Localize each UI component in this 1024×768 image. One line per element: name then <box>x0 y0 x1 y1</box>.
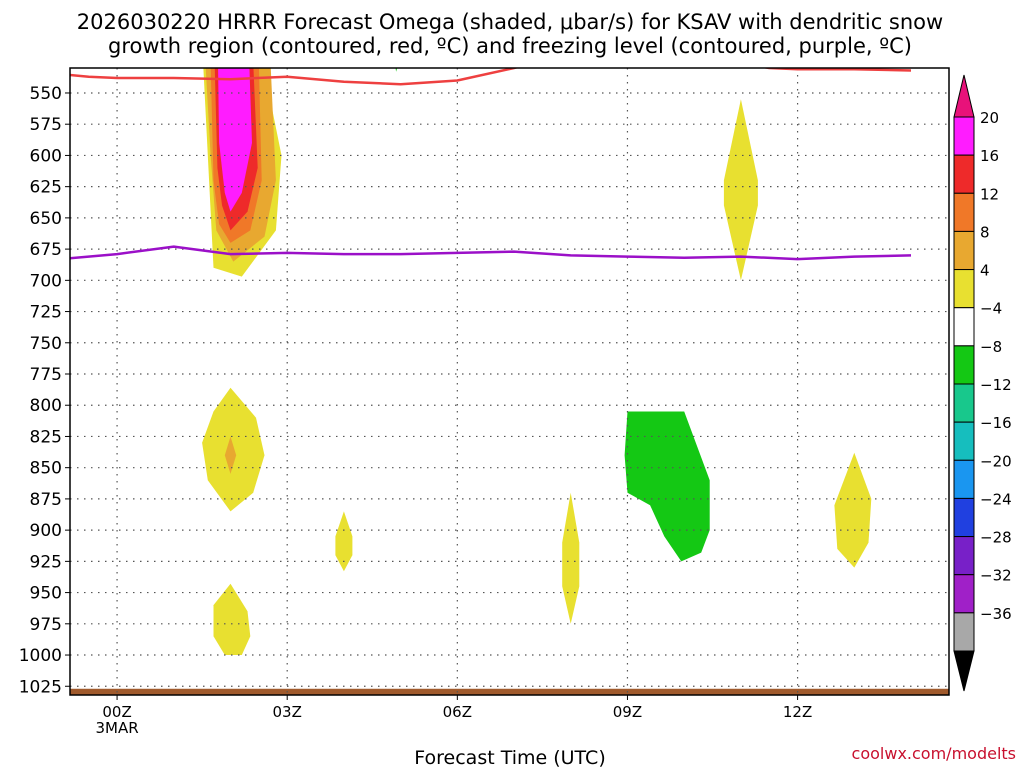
ground-surface <box>70 688 949 695</box>
colorbar-label-10: −24 <box>980 490 1012 508</box>
plot-background <box>70 68 949 695</box>
dendritic-growth-contour <box>70 68 912 86</box>
colorbar-label-12: −32 <box>980 567 1012 585</box>
colorbar-bottom-arrow <box>953 650 975 692</box>
colorbar-segment-12 <box>953 574 975 614</box>
y-tick-label-825: 825 <box>30 427 62 447</box>
colorbar: 20 16 12 8 4 −4 −8 −12 −16 −20 −24 −28 −32 −36 <box>953 74 1012 692</box>
colorbar-label-3: 8 <box>980 223 990 241</box>
chart-title-line2: growth region (contoured, red, ºC) and f… <box>108 34 912 58</box>
omega-region-8 <box>335 511 353 572</box>
chart-title-line1: 2026030220 HRRR Forecast Omega (shaded, … <box>77 10 943 34</box>
colorbar-segment-7 <box>953 383 975 423</box>
colorbar-label-13: −36 <box>980 605 1012 623</box>
y-tick-label-675: 675 <box>30 240 62 260</box>
omega-region-13 <box>395 68 398 72</box>
omega-region-10 <box>834 452 872 568</box>
omega-region-4 <box>218 68 252 212</box>
credit-text: coolwx.com/modelts <box>852 744 1016 763</box>
colorbar-label-8: −16 <box>980 414 1012 432</box>
colorbar-label-7: −12 <box>980 376 1012 394</box>
colorbar-top-arrow <box>953 74 975 118</box>
y-tick-label-1025: 1025 <box>19 677 62 697</box>
x-tick-label-0-0: 00Z <box>102 703 131 721</box>
omega-region-11 <box>213 583 251 655</box>
plot-frame <box>69 67 950 696</box>
x-tick-label-3-0: 03Z <box>273 703 302 721</box>
colorbar-segment-4 <box>953 269 975 309</box>
y-tick-label-900: 900 <box>30 521 62 541</box>
colorbar-label-2: 12 <box>980 185 999 203</box>
x-axis-label: Forecast Time (UTC) <box>414 747 605 768</box>
y-tick-label-975: 975 <box>30 615 62 635</box>
colorbar-segment-5 <box>953 307 975 347</box>
plot-area <box>69 67 950 696</box>
colorbar-segment-10 <box>953 497 975 538</box>
colorbar-label-11: −28 <box>980 529 1012 547</box>
y-tick-label-725: 725 <box>30 303 62 323</box>
colorbar-segment-11 <box>953 536 975 576</box>
omega-region-12 <box>624 411 710 562</box>
colorbar-label-9: −20 <box>980 452 1012 470</box>
colorbar-segment-3 <box>953 230 975 271</box>
colorbar-label-5: −4 <box>980 300 1002 318</box>
y-tick-label-550: 550 <box>30 84 62 104</box>
colorbar-segment-1 <box>953 154 975 194</box>
y-tick-label-575: 575 <box>30 115 62 135</box>
omega-region-9 <box>562 492 580 624</box>
y-tick-label-775: 775 <box>30 365 62 385</box>
y-tick-label-800: 800 <box>30 396 62 416</box>
colorbar-segment-8 <box>953 421 975 461</box>
colorbar-segment-2 <box>953 192 975 232</box>
y-tick-label-875: 875 <box>30 490 62 510</box>
colorbar-segment-13 <box>953 612 975 652</box>
y-tick-label-850: 850 <box>30 459 62 479</box>
freezing-level-contour <box>70 245 912 261</box>
colorbar-segment-9 <box>953 459 975 499</box>
x-tick-label-12-0: 12Z <box>783 703 812 721</box>
y-tick-label-650: 650 <box>30 209 62 229</box>
y-tick-label-950: 950 <box>30 584 62 604</box>
colorbar-segment-0 <box>953 116 975 156</box>
colorbar-label-4: 4 <box>980 262 990 280</box>
colorbar-label-1: 16 <box>980 147 999 165</box>
colorbar-label-6: −8 <box>980 338 1002 356</box>
x-tick-label-6-0: 06Z <box>443 703 472 721</box>
y-tick-label-625: 625 <box>30 178 62 198</box>
y-tick-label-750: 750 <box>30 334 62 354</box>
x-tick-label-0-1: 3MAR <box>95 719 138 737</box>
colorbar-label-0: 20 <box>980 109 999 127</box>
omega-region-7 <box>224 436 237 474</box>
y-tick-label-700: 700 <box>30 271 62 291</box>
y-tick-label-925: 925 <box>30 552 62 572</box>
colorbar-segment-6 <box>953 345 975 385</box>
x-tick-label-9-0: 09Z <box>613 703 642 721</box>
y-tick-label-1000: 1000 <box>19 646 62 666</box>
y-tick-label-600: 600 <box>30 146 62 166</box>
omega-region-5 <box>723 99 758 281</box>
